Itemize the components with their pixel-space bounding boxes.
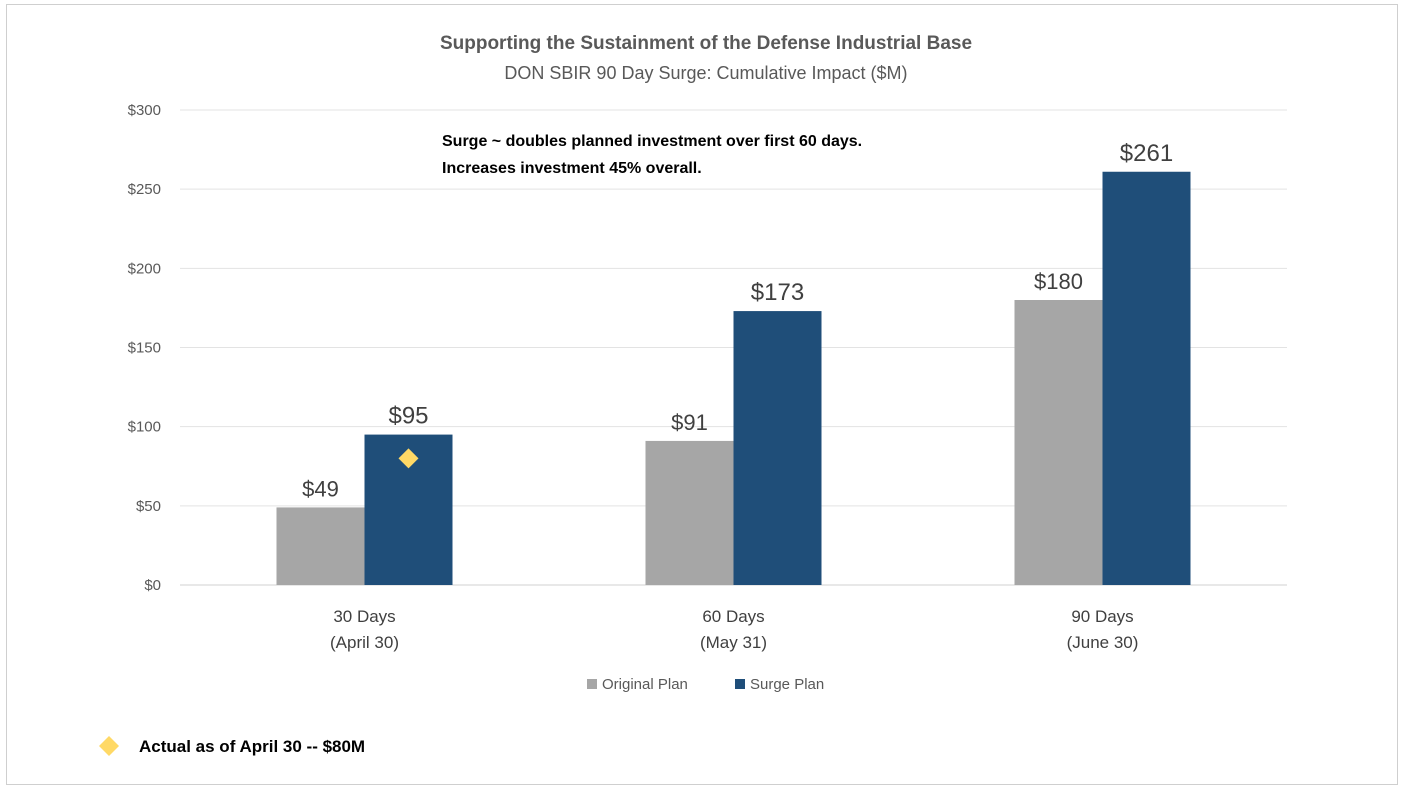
chart-title: Supporting the Sustainment of the Defens… <box>440 33 972 54</box>
data-label: $49 <box>302 476 339 501</box>
x-tick-label: 60 Days <box>702 607 764 626</box>
data-labels: $49 $95 $91 $173 $180 $261 <box>302 140 1173 502</box>
y-tick-label: $300 <box>128 102 161 119</box>
bar-original-plan <box>1014 300 1103 585</box>
y-tick-label: $150 <box>128 340 161 357</box>
chart-subtitle: DON SBIR 90 Day Surge: Cumulative Impact… <box>504 63 907 83</box>
x-tick-label: (May 31) <box>700 633 767 652</box>
legend-label: Surge Plan <box>750 676 824 693</box>
legend-label: Original Plan <box>602 676 688 693</box>
y-axis-ticks: $0 $50 $100 $150 $200 $250 $300 <box>128 102 161 594</box>
bar-surge-plan <box>733 311 822 585</box>
bar-surge-plan <box>1102 171 1191 585</box>
y-tick-label: $0 <box>144 577 161 594</box>
data-label: $180 <box>1034 269 1083 294</box>
legend: Original Plan Surge Plan <box>587 676 824 693</box>
actual-diamond-icon <box>99 736 119 756</box>
bars <box>276 171 1191 585</box>
y-tick-label: $250 <box>128 181 161 198</box>
bar-original-plan <box>645 440 734 585</box>
annotation-line-1: Surge ~ doubles planned investment over … <box>442 133 862 150</box>
data-label: $173 <box>751 279 804 306</box>
y-tick-label: $200 <box>128 260 161 277</box>
data-label: $261 <box>1120 140 1173 167</box>
x-tick-label: 90 Days <box>1071 607 1133 626</box>
legend-swatch <box>587 679 597 689</box>
x-tick-label: 30 Days <box>333 607 395 626</box>
x-tick-label: (June 30) <box>1067 633 1139 652</box>
actual-marker-icon <box>398 448 419 469</box>
x-tick-label: (April 30) <box>330 633 399 652</box>
y-tick-label: $100 <box>128 419 161 436</box>
data-label: $91 <box>671 410 708 435</box>
x-axis-ticks: 30 Days (April 30) 60 Days (May 31) 90 Days (… <box>330 607 1138 652</box>
annotation-line-2: Increases investment 45% overall. <box>442 160 702 177</box>
y-tick-label: $50 <box>136 498 161 515</box>
legend-swatch <box>735 679 745 689</box>
actual-footnote: Actual as of April 30 -- $80M <box>99 736 365 756</box>
chart-canvas: Supporting the Sustainment of the Defens… <box>99 33 1287 756</box>
chart-frame: Supporting the Sustainment of the Defens… <box>6 4 1398 785</box>
bar-original-plan <box>276 507 365 585</box>
actual-footnote-label: Actual as of April 30 -- $80M <box>139 737 365 756</box>
data-label: $95 <box>388 403 428 430</box>
